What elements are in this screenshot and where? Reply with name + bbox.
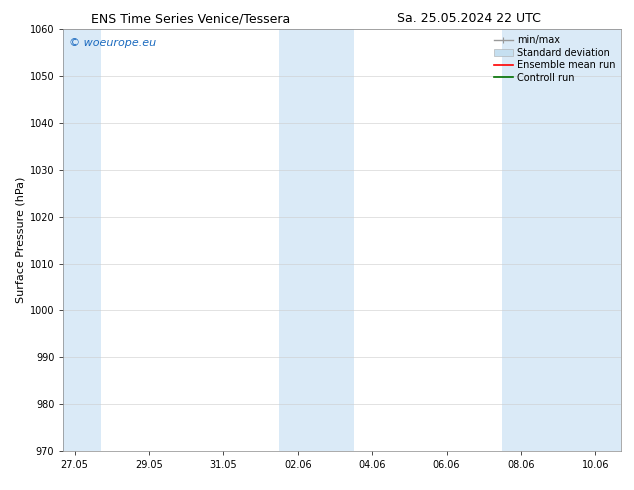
Text: © woeurope.eu: © woeurope.eu (69, 38, 156, 48)
Y-axis label: Surface Pressure (hPa): Surface Pressure (hPa) (16, 177, 25, 303)
Text: ENS Time Series Venice/Tessera: ENS Time Series Venice/Tessera (91, 12, 290, 25)
Legend: min/max, Standard deviation, Ensemble mean run, Controll run: min/max, Standard deviation, Ensemble me… (489, 31, 619, 86)
Bar (502, 29, 621, 451)
Bar (279, 29, 354, 451)
Text: Sa. 25.05.2024 22 UTC: Sa. 25.05.2024 22 UTC (398, 12, 541, 25)
Bar (63, 29, 101, 451)
